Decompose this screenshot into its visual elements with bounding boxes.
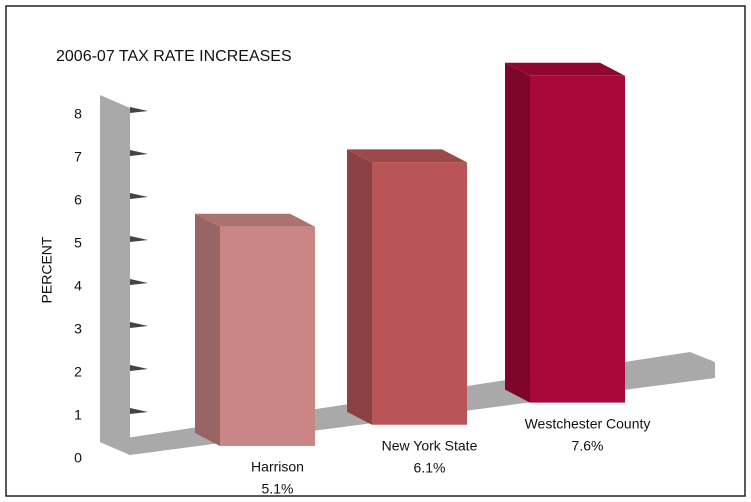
- y-tick-label: 3: [74, 321, 82, 337]
- tick-mark: [130, 236, 148, 242]
- x-tick-label: Westchester County: [525, 415, 651, 431]
- tick-mark: [130, 322, 148, 328]
- tick-mark: [130, 365, 148, 371]
- bar-side: [347, 149, 372, 425]
- bar-side: [195, 213, 220, 446]
- y-tick-label: 5: [74, 235, 82, 251]
- tick-mark: [130, 279, 148, 285]
- y-tick-label: 1: [74, 407, 82, 423]
- y-tick-label: 2: [74, 364, 82, 380]
- tick-mark: [130, 107, 148, 113]
- bar-side: [505, 62, 530, 403]
- bar-top: [347, 149, 467, 163]
- y-tick-label: 4: [74, 278, 82, 294]
- bar: [220, 226, 315, 446]
- value-label: 7.6%: [572, 437, 604, 453]
- bar: [530, 75, 625, 403]
- y-tick-label: 8: [74, 106, 82, 122]
- x-tick-label: Harrison: [251, 459, 304, 475]
- y-axis-label: PERCENT: [39, 236, 55, 303]
- tick-mark: [130, 408, 148, 414]
- y-tick-label: 6: [74, 192, 82, 208]
- bar: [372, 162, 467, 425]
- tick-mark: [130, 150, 148, 156]
- y-tick-label: 7: [74, 149, 82, 165]
- x-tick-label: New York State: [382, 437, 478, 453]
- value-label: 6.1%: [414, 459, 446, 475]
- value-label: 5.1%: [262, 481, 294, 497]
- axis-wall: [100, 95, 130, 455]
- bar-top: [505, 62, 625, 76]
- bar-top: [195, 213, 315, 227]
- y-tick-label: 0: [74, 450, 82, 466]
- chart-title: 2006-07 TAX RATE INCREASES: [56, 48, 292, 65]
- tick-mark: [130, 193, 148, 199]
